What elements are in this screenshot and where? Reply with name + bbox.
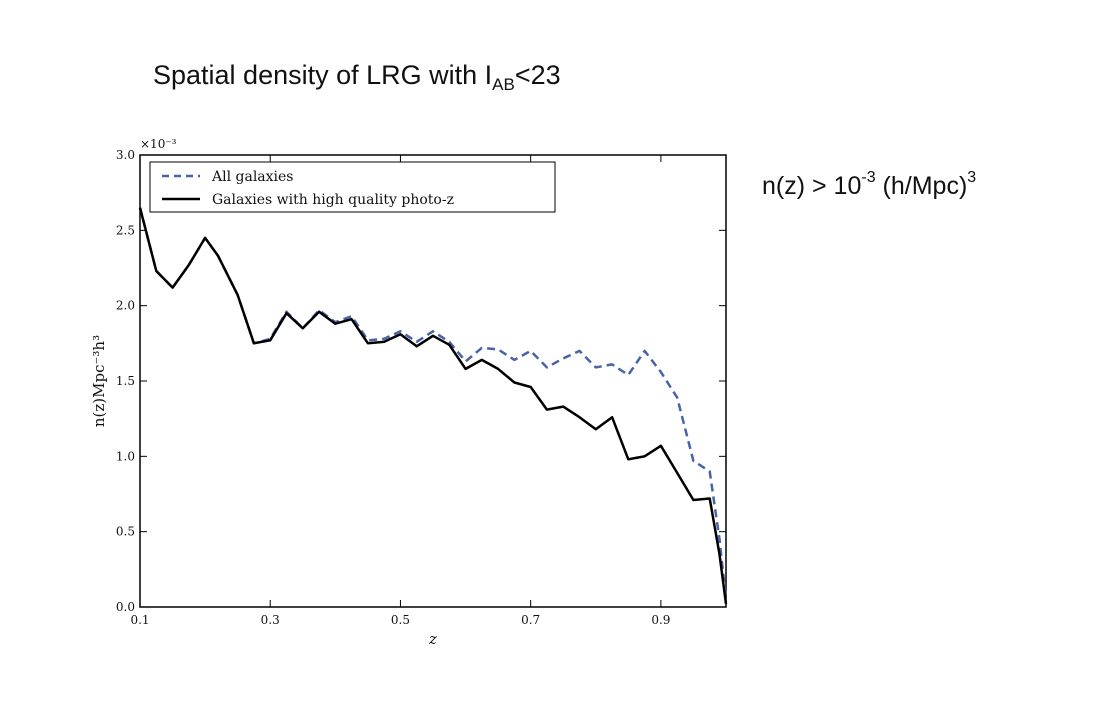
- density-threshold-note: n(z) > 10-3 (h/Mpc)3: [762, 169, 977, 201]
- legend-label-all-galaxies: All galaxies: [211, 169, 294, 185]
- note-main: n(z) > 10: [762, 172, 862, 200]
- slide-title-subscript: AB: [492, 75, 515, 94]
- y-tick-label: 1.5: [116, 374, 135, 388]
- plot-frame: [139, 154, 727, 608]
- y-tick-label: 3.0: [116, 148, 135, 162]
- series-layer: [138, 207, 728, 605]
- y-tick-label: 2.0: [116, 299, 135, 313]
- y-tick-label: 0.0: [116, 600, 135, 614]
- legend: All galaxies Galaxies with high quality …: [149, 161, 556, 213]
- x-axis-label: z: [428, 630, 437, 648]
- y-tick-label: 0.5: [116, 525, 135, 539]
- x-tick-label: 0.9: [651, 613, 670, 627]
- y-tick-label: 2.5: [116, 223, 135, 237]
- y-axis-label: n(z)Mpc⁻³h³: [90, 335, 108, 427]
- x-tick-label: 0.5: [391, 613, 410, 627]
- y-tick-label: 1.0: [116, 449, 135, 463]
- x-axis-ticks: 0.1 0.3 0.5 0.7 0.9: [130, 155, 670, 627]
- slide-title-tail: <23: [514, 60, 561, 90]
- x-tick-label: 0.7: [521, 613, 540, 627]
- y-axis-ticks: 0.0 0.5 1.0 1.5 2.0 2.5 3.0: [116, 148, 726, 614]
- slide-title-main: Spatial density of LRG with I: [153, 60, 493, 90]
- series-line-high-quality: [138, 207, 728, 605]
- x-tick-label: 0.1: [130, 613, 149, 627]
- note-mid: (h/Mpc): [875, 172, 968, 200]
- note-exponent-2: 3: [967, 169, 977, 186]
- x-tick-label: 0.3: [261, 613, 280, 627]
- legend-box: [149, 161, 556, 213]
- legend-label-high-quality: Galaxies with high quality photo-z: [212, 192, 454, 208]
- y-multiplier-label: ×10⁻³: [140, 137, 177, 151]
- note-exponent-1: -3: [861, 169, 876, 186]
- slide-title: Spatial density of LRG with IAB<23: [153, 60, 561, 94]
